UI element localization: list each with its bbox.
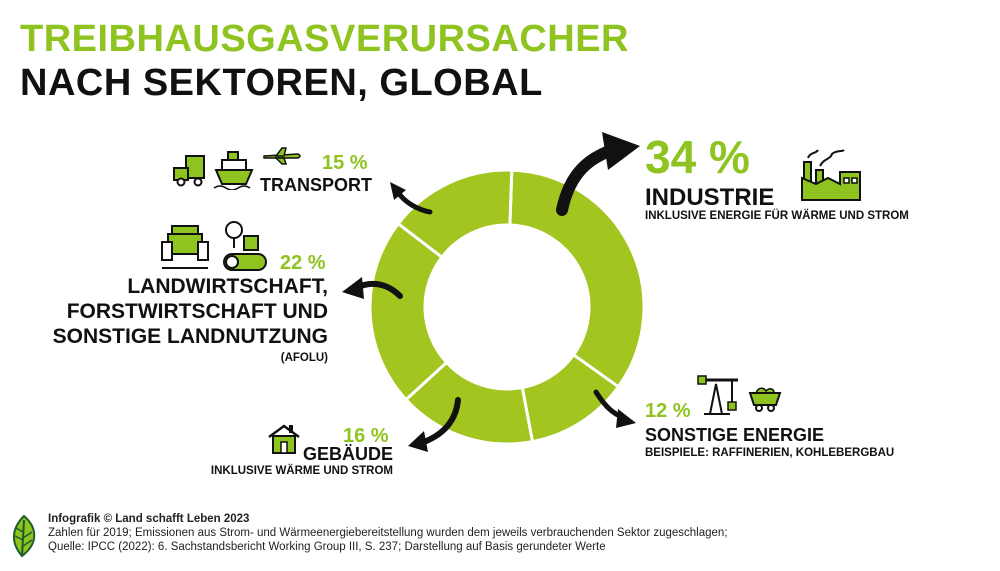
arrow-energie bbox=[593, 389, 636, 428]
afolu-label-3: SONSTIGE LANDNUTZUNG bbox=[52, 325, 328, 348]
energie-sub: BEISPIELE: RAFFINERIEN, KOHLEBERGBAU bbox=[645, 447, 895, 459]
arrow-gebaeude bbox=[408, 397, 461, 452]
tractor-icon bbox=[161, 225, 209, 269]
arrow-industrie bbox=[556, 132, 640, 216]
coal-cart-icon bbox=[748, 387, 782, 412]
transport-percent: 15 % bbox=[322, 152, 368, 174]
gebaeude-sub: INKLUSIVE WÄRME UND STROM bbox=[210, 465, 393, 477]
tree-stump-icon bbox=[223, 221, 267, 271]
plane-icon bbox=[263, 147, 301, 165]
slice-industrie bbox=[508, 168, 646, 389]
afolu-label-1: LANDWIRTSCHAFT, bbox=[127, 275, 328, 298]
industrie-label: INDUSTRIE bbox=[645, 184, 775, 211]
house-icon bbox=[268, 424, 300, 454]
donut-ring bbox=[368, 168, 646, 446]
energie-label: SONSTIGE ENERGIE bbox=[645, 425, 825, 445]
footer-credit: Infografik © Land schafft Leben 2023 bbox=[48, 513, 250, 525]
gebaeude-label: GEBÄUDE bbox=[302, 444, 393, 464]
industrie-percent: 34 % bbox=[645, 131, 750, 183]
title-line-2: NACH SEKTOREN, GLOBAL bbox=[20, 62, 543, 104]
energie-percent: 12 % bbox=[645, 400, 691, 422]
slice-transport bbox=[396, 168, 514, 260]
leaf-logo-icon bbox=[13, 514, 36, 558]
gebaeude-percent: 16 % bbox=[343, 425, 389, 447]
footer-source: Quelle: IPCC (2022): 6. Sachstandsberich… bbox=[48, 541, 606, 553]
oil-pump-icon bbox=[697, 375, 738, 415]
title-line-1: TREIBHAUSGASVERURSACHER bbox=[20, 18, 629, 60]
transport-label: TRANSPORT bbox=[260, 175, 372, 195]
arrow-transport bbox=[390, 182, 433, 215]
ship-icon bbox=[213, 151, 254, 190]
factory-icon bbox=[801, 149, 861, 201]
afolu-label-2: FORSTWIRTSCHAFT UND bbox=[66, 300, 328, 323]
footer-note: Zahlen für 2019; Emissionen aus Strom- u… bbox=[48, 527, 728, 539]
industrie-sub: INKLUSIVE ENERGIE FÜR WÄRME UND STROM bbox=[645, 210, 909, 222]
arrow-afolu bbox=[342, 277, 403, 299]
afolu-sub: (AFOLU) bbox=[280, 352, 328, 364]
afolu-percent: 22 % bbox=[280, 252, 326, 274]
truck-icon bbox=[173, 155, 205, 187]
